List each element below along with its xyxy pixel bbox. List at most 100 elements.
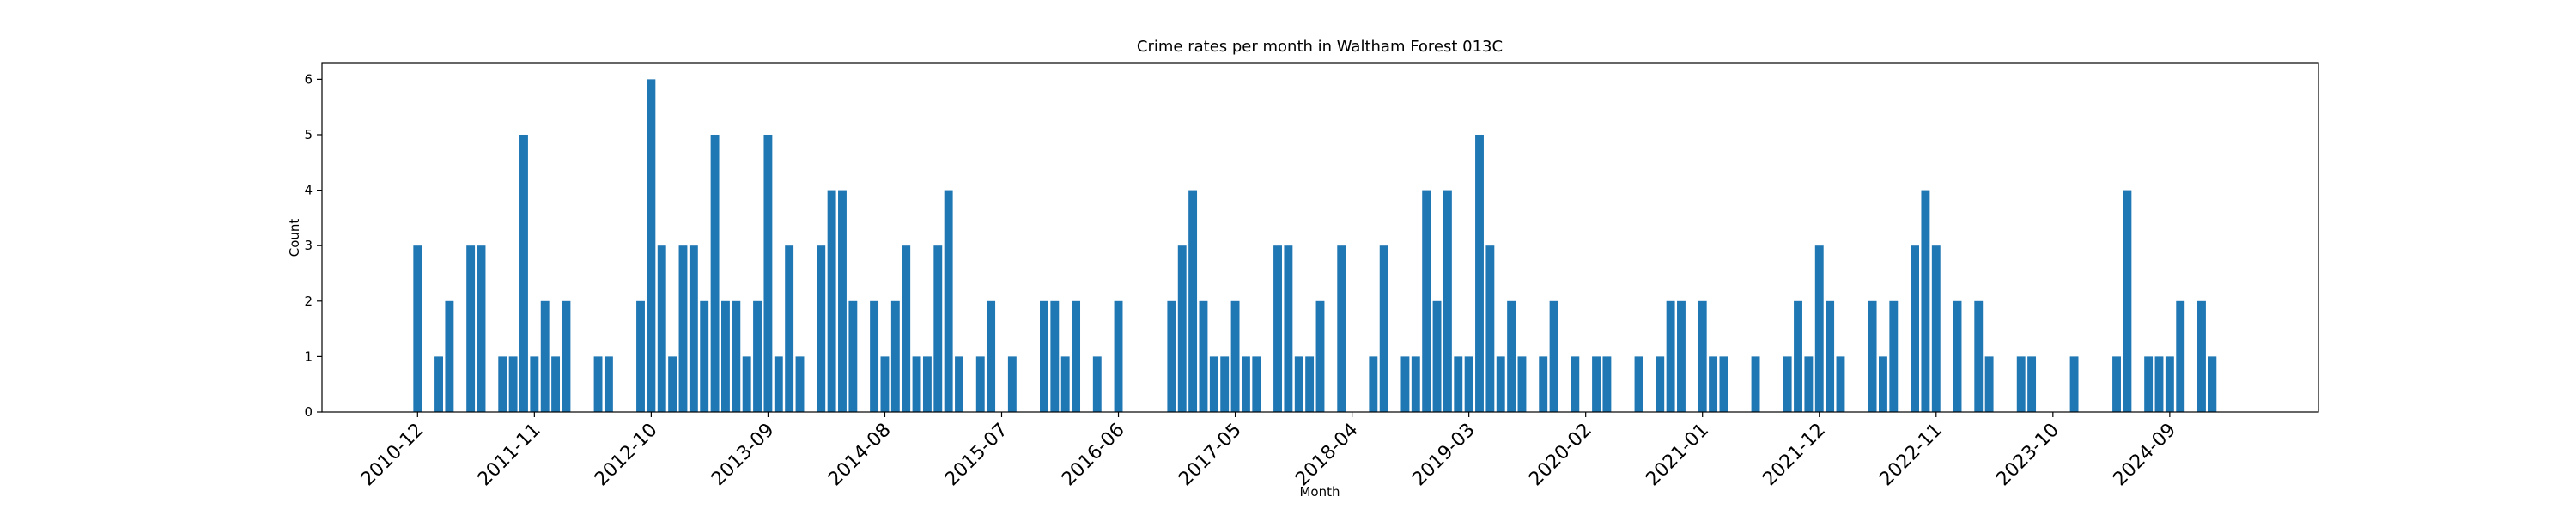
bar [795, 356, 805, 412]
bar [678, 245, 688, 412]
y-tick-label: 0 [304, 404, 313, 420]
bar [1783, 356, 1792, 412]
bar [1549, 300, 1558, 412]
bar [827, 190, 836, 413]
bar [1072, 300, 1081, 412]
bar [753, 300, 762, 412]
x-tick-label: 2020-02 [1525, 420, 1596, 491]
bar [2176, 300, 2185, 412]
bar [1464, 356, 1473, 412]
bar [1220, 356, 1230, 412]
bar [519, 134, 528, 412]
x-tick-label: 2010-12 [357, 420, 428, 491]
bar [987, 300, 996, 412]
bar [445, 300, 454, 412]
bar [1794, 300, 1802, 412]
x-tick-label: 2013-09 [708, 420, 779, 491]
x-tick-label: 2024-09 [2109, 420, 2180, 491]
bar [1698, 300, 1707, 412]
bar [1454, 356, 1463, 412]
bar [870, 300, 879, 412]
bar [1315, 300, 1325, 412]
bar [1241, 356, 1250, 412]
bar [477, 245, 486, 412]
bar [1199, 300, 1208, 412]
bar [1826, 300, 1835, 412]
x-tick-label: 2014-08 [824, 420, 896, 491]
bar [1602, 356, 1612, 412]
bar [1656, 356, 1665, 412]
bar [742, 356, 751, 412]
bar [1517, 356, 1527, 412]
bar [1369, 356, 1378, 412]
bar [785, 245, 794, 412]
bar [700, 300, 709, 412]
bar [1911, 245, 1919, 412]
bar [1485, 245, 1495, 412]
bar [1475, 134, 1484, 412]
bar [1177, 245, 1187, 412]
bar [604, 356, 613, 412]
bar [774, 356, 783, 412]
bar [593, 356, 603, 412]
bar [1114, 300, 1123, 412]
bar [1040, 300, 1048, 412]
x-tick-label: 2019-03 [1408, 420, 1479, 491]
x-tick-label: 2016-06 [1058, 420, 1129, 491]
bar [1167, 300, 1176, 412]
x-tick-label: 2022-11 [1875, 420, 1947, 491]
bar [912, 356, 921, 412]
bar [2069, 356, 2079, 412]
y-tick-label: 2 [304, 294, 313, 309]
bar [1666, 300, 1675, 412]
bar [1931, 245, 1941, 412]
bar [1709, 356, 1718, 412]
bar [933, 245, 943, 412]
bar [1050, 300, 1060, 412]
bar [1273, 245, 1282, 412]
bar [434, 356, 443, 412]
bar [1209, 356, 1218, 412]
bar [2208, 356, 2217, 412]
bar [1432, 300, 1442, 412]
bar [530, 356, 539, 412]
bar [2197, 300, 2206, 412]
bar [2016, 356, 2026, 412]
x-tick-label: 2015-07 [941, 420, 1012, 491]
bar [890, 300, 900, 412]
bar [1571, 356, 1580, 412]
x-axis-label: Month [1299, 484, 1340, 500]
bar [1092, 356, 1102, 412]
bar [763, 134, 773, 412]
y-tick-label: 6 [304, 71, 313, 87]
bar [922, 356, 932, 412]
x-tick-label: 2012-10 [591, 420, 662, 491]
bar [647, 79, 656, 412]
bar [1060, 356, 1070, 412]
bar [944, 190, 953, 413]
chart-title: Crime rates per month in Waltham Forest … [1137, 38, 1503, 56]
bar [1337, 245, 1346, 412]
x-tick-label: 2018-04 [1291, 420, 1363, 491]
y-axis-label: Count [287, 219, 302, 258]
plot-frame [321, 62, 2319, 413]
bar [975, 356, 985, 412]
bar [1379, 245, 1388, 412]
bar [1719, 356, 1728, 412]
y-tick-label: 1 [304, 348, 313, 364]
y-tick-label: 3 [304, 238, 313, 253]
bar [562, 300, 571, 412]
bar [1539, 356, 1548, 412]
bar [636, 300, 645, 412]
y-tick-label: 4 [304, 183, 313, 198]
bar [1507, 300, 1516, 412]
bar [508, 356, 518, 412]
bar [1284, 245, 1293, 412]
bar [2112, 356, 2121, 412]
bar [721, 300, 730, 412]
bar [1868, 300, 1877, 412]
bar [668, 356, 677, 412]
bar [1836, 356, 1845, 412]
bar [413, 245, 422, 412]
